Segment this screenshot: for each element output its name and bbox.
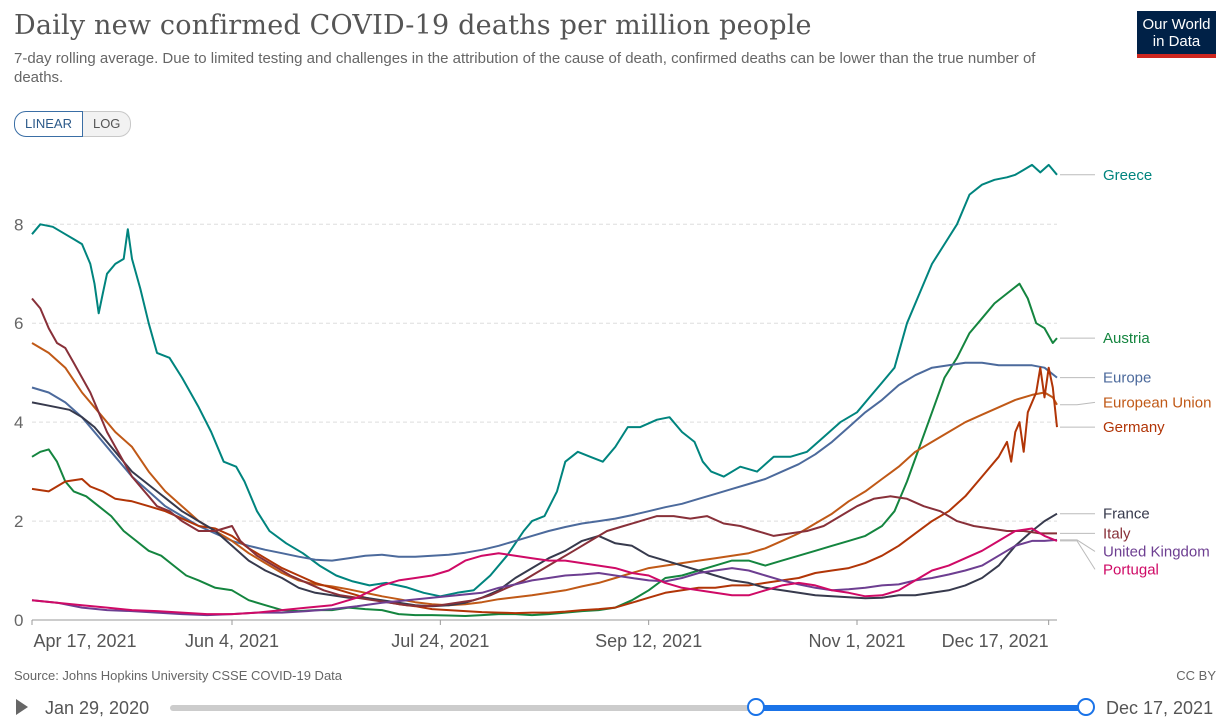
series-label[interactable]: Italy	[1103, 525, 1131, 542]
series-label[interactable]: France	[1103, 506, 1150, 523]
chart-subtitle: 7-day rolling average. Due to limited te…	[14, 50, 1036, 86]
series-line-germany[interactable]	[31, 366, 1058, 615]
series-line-france[interactable]	[31, 401, 1058, 608]
series-line-united-kingdom[interactable]	[31, 538, 1058, 617]
linear-scale-button[interactable]: LINEAR	[14, 111, 83, 137]
line-chart[interactable]: 0 2 4 6 8 Apr 17, 2021 Jun 4, 2021 Jul 24, 202…	[0, 0, 1232, 665]
chart-title: Daily new confirmed COVID-19 deaths per …	[14, 10, 812, 41]
y-tick-label: 8	[14, 215, 23, 234]
play-icon[interactable]	[16, 699, 28, 715]
label-connector	[1060, 540, 1096, 570]
series-line-italy[interactable]	[31, 297, 1057, 608]
logo-line-2: in Data	[1152, 33, 1201, 50]
series-label[interactable]: United Kingdom	[1103, 543, 1210, 560]
y-tick-label: 2	[14, 512, 23, 531]
x-tick-label: Jul 24, 2021	[391, 631, 489, 651]
y-tick-label: 6	[14, 314, 23, 333]
series-label[interactable]: European Union	[1103, 394, 1211, 411]
series-label[interactable]: Europe	[1103, 370, 1151, 387]
timeline-track[interactable]	[170, 705, 1086, 711]
series-line-austria[interactable]	[31, 282, 1058, 617]
series-labels: Greece Austria Europe European Union Germany…	[1060, 167, 1211, 578]
y-tick-label: 4	[14, 413, 23, 432]
license-link[interactable]: CC BY	[1176, 668, 1216, 683]
x-tick-label: Nov 1, 2021	[808, 631, 905, 651]
series-label[interactable]: Germany	[1103, 419, 1165, 436]
series-lines	[31, 163, 1058, 617]
series-label[interactable]: Portugal	[1103, 561, 1159, 578]
source-note: Source: Johns Hopkins University CSSE CO…	[14, 668, 343, 683]
series-line-portugal[interactable]	[31, 527, 1058, 616]
y-axis: 0 2 4 6 8	[14, 215, 23, 630]
timeline-end-label[interactable]: Dec 17, 2021	[1106, 698, 1214, 718]
label-connector	[1060, 401, 1096, 406]
series-line-greece[interactable]	[31, 163, 1058, 598]
timeline-selected-range[interactable]	[756, 705, 1086, 711]
y-tick-label: 0	[14, 611, 23, 630]
series-label[interactable]: Austria	[1103, 330, 1150, 347]
log-scale-button[interactable]: LOG	[82, 111, 132, 137]
timeline: Jan 29, 2020 Dec 17, 2021	[0, 690, 1232, 727]
x-tick-label: Jun 4, 2021	[185, 631, 279, 651]
owid-logo[interactable]: Our World in Data	[1137, 11, 1216, 58]
x-axis: Apr 17, 2021 Jun 4, 2021 Jul 24, 2021 Sep 1…	[31, 620, 1050, 651]
label-connector	[1060, 539, 1096, 552]
timeline-end-handle[interactable]	[1077, 698, 1095, 716]
series-line-europe[interactable]	[31, 361, 1058, 562]
x-tick-label: Sep 12, 2021	[595, 631, 702, 651]
logo-line-1: Our World	[1142, 16, 1211, 33]
timeline-start-handle[interactable]	[747, 698, 766, 716]
timeline-start-label[interactable]: Jan 29, 2020	[45, 698, 150, 718]
series-label[interactable]: Greece	[1103, 167, 1152, 184]
x-tick-label: Apr 17, 2021	[33, 631, 136, 651]
x-tick-label: Dec 17, 2021	[942, 631, 1049, 651]
scale-toggle: LINEAR LOG	[14, 111, 132, 137]
